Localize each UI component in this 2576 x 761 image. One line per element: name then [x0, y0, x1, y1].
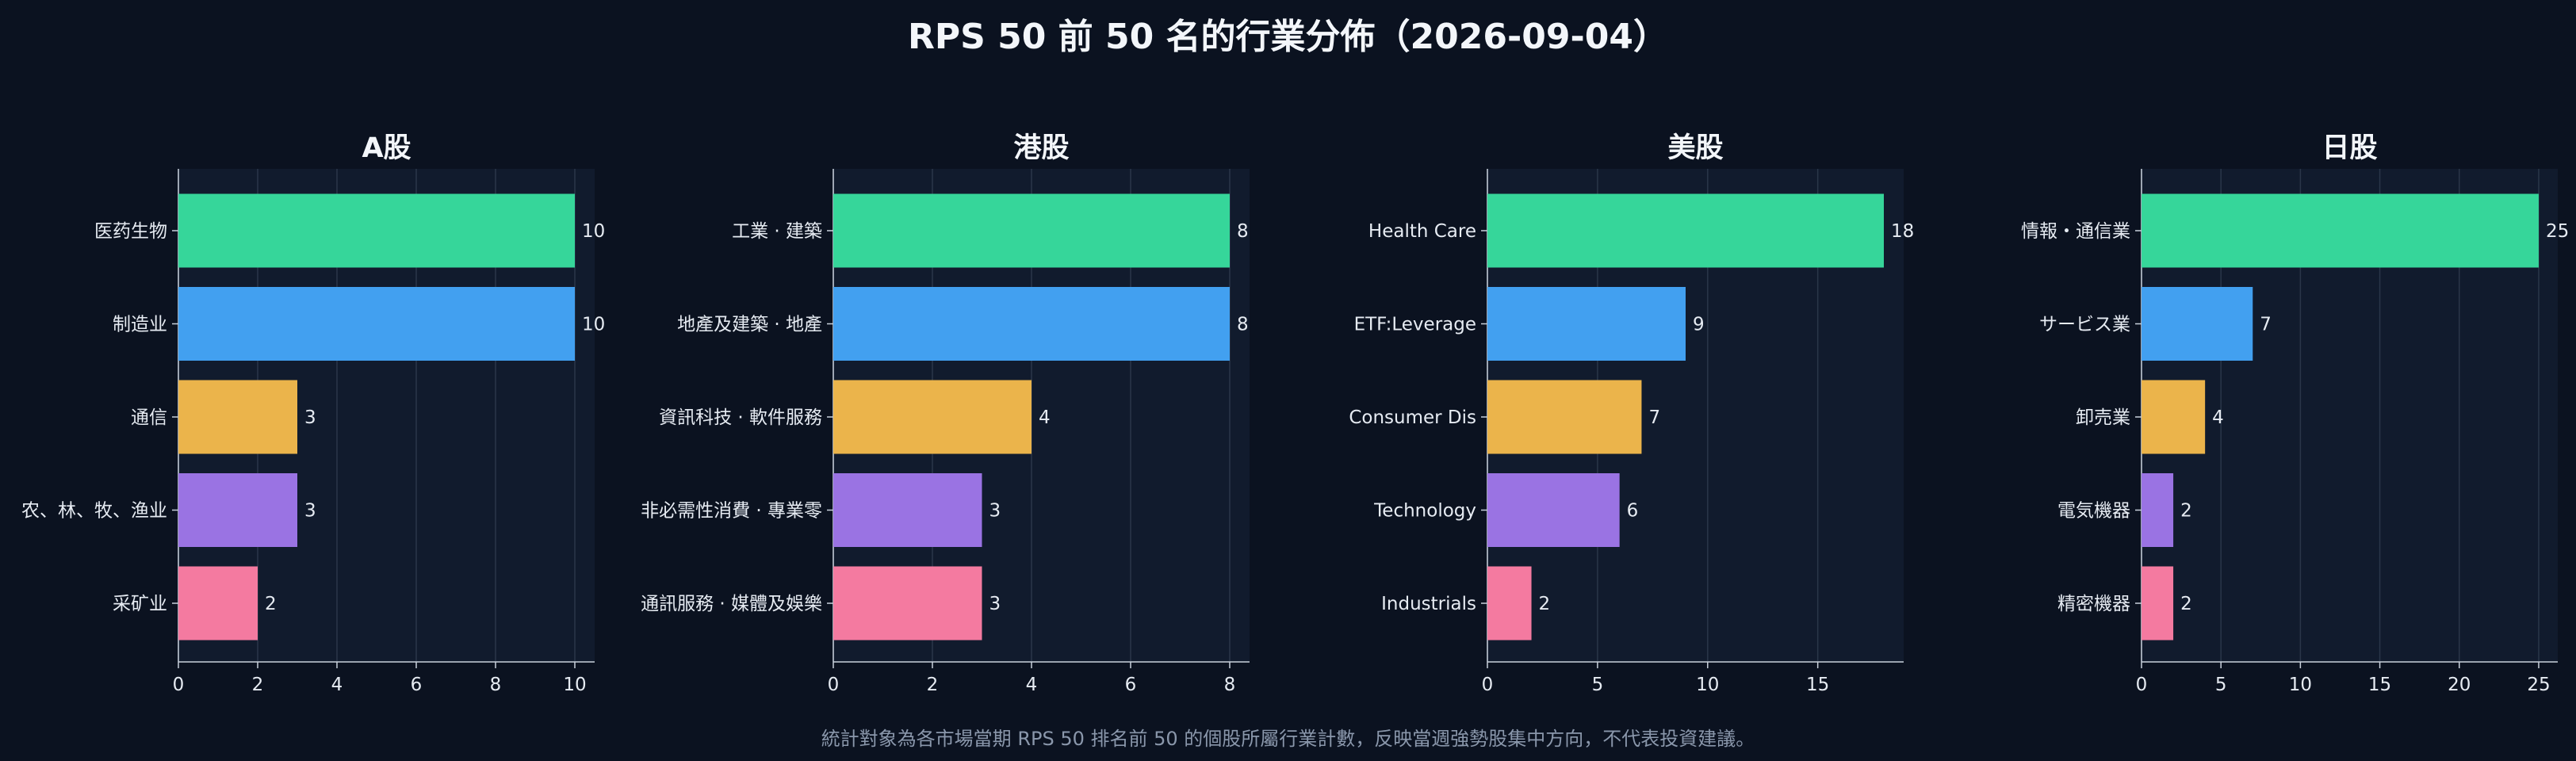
bar-value-label: 6	[1627, 501, 1639, 522]
bar	[2142, 193, 2539, 268]
bar	[2142, 566, 2174, 641]
x-tick-label: 5	[2215, 675, 2227, 695]
x-tick-label: 6	[411, 675, 423, 695]
x-tick-label: 25	[2527, 675, 2550, 695]
category-label: 通信	[131, 407, 167, 428]
bar-value-label: 10	[582, 315, 605, 335]
x-tick-label: 2	[252, 675, 264, 695]
x-tick-label: 6	[1125, 675, 1137, 695]
category-label: 制造业	[113, 315, 167, 335]
x-tick-label: 8	[1224, 675, 1236, 695]
bar-value-label: 8	[1237, 315, 1249, 335]
category-label: 农、林、牧、渔业	[21, 501, 167, 522]
bar	[1487, 566, 1532, 641]
bar-value-label: 8	[1237, 221, 1249, 242]
category-label: 卸売業	[2076, 407, 2130, 428]
bar	[178, 473, 297, 547]
bar-value-label: 3	[304, 501, 316, 522]
category-label: 采矿业	[113, 594, 167, 614]
category-label: サービス業	[2039, 315, 2130, 335]
x-tick-label: 0	[173, 675, 185, 695]
category-label: 精密機器	[2057, 594, 2130, 614]
bar-value-label: 3	[304, 407, 316, 428]
x-tick-label: 2	[927, 675, 939, 695]
bar-value-label: 3	[989, 501, 1001, 522]
category-label: 電気機器	[2057, 501, 2130, 522]
category-label: 工業 · 建築	[732, 221, 822, 242]
x-tick-label: 10	[2289, 675, 2312, 695]
footnote: 統計對象為各市場當期 RPS 50 排名前 50 的個股所屬行業計數，反映當週強…	[821, 728, 1755, 750]
bar	[1487, 193, 1884, 268]
bar-value-label: 7	[2260, 315, 2272, 335]
x-tick-label: 15	[2368, 675, 2391, 695]
bar-value-label: 7	[1648, 407, 1660, 428]
category-label: Industrials	[1381, 594, 1476, 614]
bar-value-label: 18	[1891, 221, 1914, 242]
x-tick-label: 4	[331, 675, 343, 695]
bar-value-label: 2	[2180, 501, 2192, 522]
category-label: ETF:Leverage	[1354, 315, 1476, 335]
bar-value-label: 3	[989, 594, 1001, 614]
bar	[1487, 287, 1686, 361]
x-tick-label: 10	[563, 675, 586, 695]
category-label: Technology	[1373, 501, 1476, 522]
category-label: 非必需性消費 · 專業零	[641, 501, 822, 522]
panel-title: 美股	[1667, 132, 1723, 164]
bar	[1487, 380, 1642, 454]
bar-value-label: 2	[2180, 594, 2192, 614]
x-tick-label: 4	[1026, 675, 1038, 695]
category-label: 地產及建築 · 地產	[677, 315, 822, 335]
bar	[833, 566, 982, 641]
panel-title: 日股	[2321, 132, 2377, 164]
x-tick-label: 10	[1696, 675, 1719, 695]
bar	[1487, 473, 1620, 547]
bar	[833, 193, 1230, 268]
category-label: 通訊服務 · 媒體及娛樂	[641, 594, 822, 614]
category-label: Health Care	[1368, 221, 1476, 242]
bar-value-label: 4	[2212, 407, 2224, 428]
category-label: Consumer Dis	[1349, 407, 1476, 428]
bar-value-label: 10	[582, 221, 605, 242]
bar-value-label: 2	[265, 594, 277, 614]
bar	[833, 380, 1032, 454]
x-tick-label: 15	[1806, 675, 1829, 695]
bar	[178, 380, 297, 454]
bar	[178, 566, 258, 641]
category-label: 情報・通信業	[2021, 221, 2130, 242]
bar	[2142, 473, 2174, 547]
bar	[178, 193, 575, 268]
x-tick-label: 8	[490, 675, 502, 695]
panel-title: A股	[362, 132, 411, 164]
bar-value-label: 4	[1039, 407, 1051, 428]
x-tick-label: 5	[1592, 675, 1604, 695]
x-tick-label: 0	[1482, 675, 1494, 695]
bar-value-label: 9	[1693, 315, 1705, 335]
bar	[2142, 380, 2206, 454]
bar	[2142, 287, 2253, 361]
bar	[833, 287, 1230, 361]
x-tick-label: 0	[828, 675, 840, 695]
bar	[178, 287, 575, 361]
bar-value-label: 25	[2546, 221, 2569, 242]
panel-title: 港股	[1013, 132, 1069, 164]
bar-value-label: 2	[1539, 594, 1551, 614]
category-label: 資訊科技 · 軟件服務	[659, 407, 822, 428]
bar	[833, 473, 982, 547]
chart-title: RPS 50 前 50 名的行業分佈（2026-09-04）	[908, 17, 1668, 57]
category-label: 医药生物	[94, 221, 167, 242]
x-tick-label: 20	[2448, 675, 2471, 695]
x-tick-label: 0	[2136, 675, 2148, 695]
